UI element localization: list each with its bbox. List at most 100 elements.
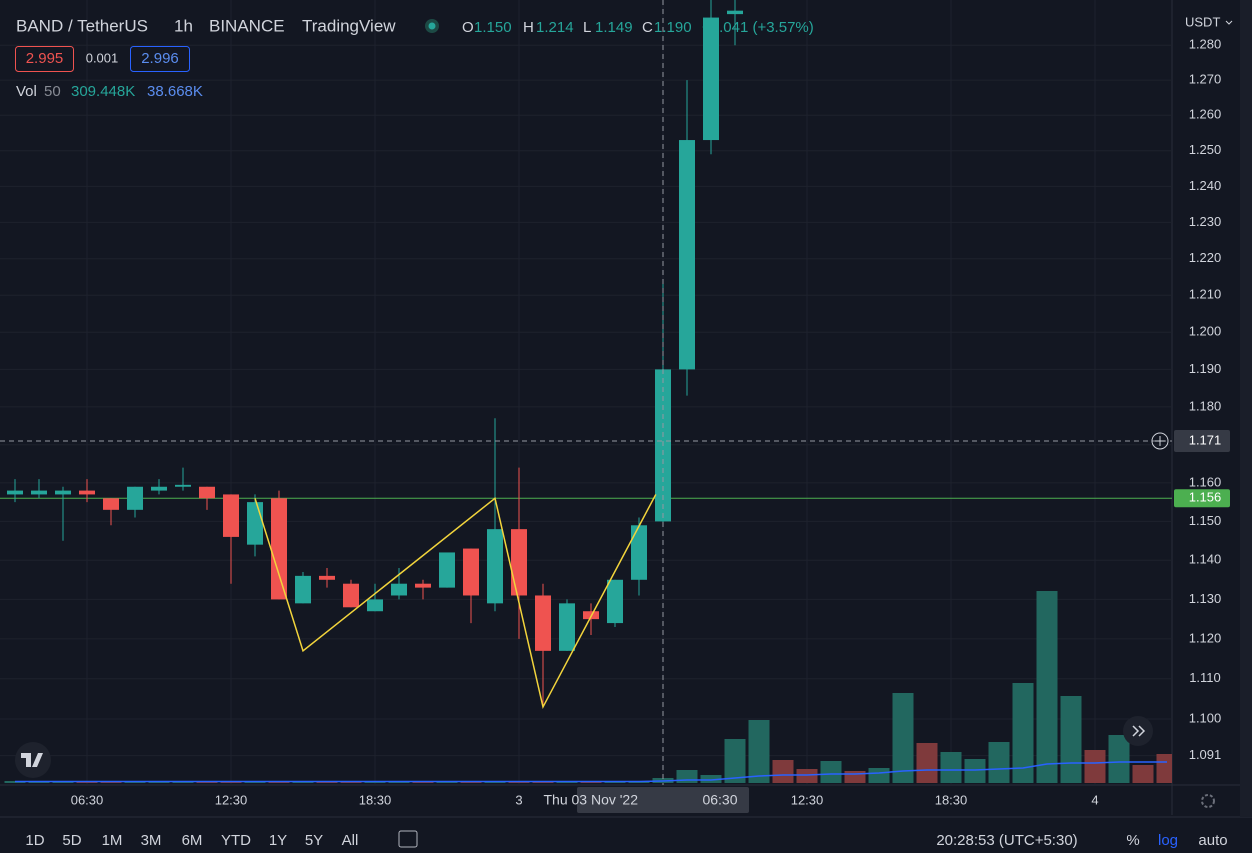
candle-body — [679, 140, 695, 370]
log-toggle[interactable]: log — [1158, 832, 1178, 849]
source: TradingView — [302, 16, 396, 35]
vol-ma: 38.668K — [147, 83, 203, 100]
volume-bar — [100, 782, 122, 783]
volume-bar — [580, 782, 602, 783]
volume-bar — [340, 782, 362, 783]
y-tick-label: 1.091 — [1189, 747, 1222, 762]
range-button[interactable]: 1D — [25, 832, 44, 849]
interval[interactable]: 1h — [174, 16, 193, 35]
candle-body — [415, 583, 431, 588]
y-tick-label: 1.160 — [1189, 474, 1222, 489]
volume-bar — [556, 782, 578, 783]
auto-toggle[interactable]: auto — [1198, 832, 1227, 849]
volume-bar — [76, 782, 98, 783]
volume-bar — [772, 760, 794, 783]
y-tick-label: 1.200 — [1189, 324, 1222, 339]
crosshair-x-label: Thu 03 Nov '22 — [543, 792, 638, 808]
candle-body — [631, 525, 647, 580]
candle-body — [343, 583, 359, 608]
logo — [21, 753, 43, 767]
candle-body — [127, 486, 143, 510]
y-tick-label: 1.190 — [1189, 361, 1222, 376]
percent-toggle[interactable]: % — [1126, 832, 1139, 849]
candle-body — [271, 498, 287, 600]
y-tick-label: 1.220 — [1189, 250, 1222, 265]
ohlc-value: 1.149 — [595, 19, 633, 36]
candle-body — [199, 486, 215, 499]
buy-button[interactable] — [130, 46, 190, 72]
range-button[interactable]: 6M — [182, 832, 203, 849]
volume-bar — [916, 743, 938, 783]
y-tick-label: 1.180 — [1189, 398, 1222, 413]
range-button[interactable]: 3M — [141, 832, 162, 849]
x-tick-label: 06:30 — [71, 792, 104, 807]
crosshair-y-box — [1174, 429, 1230, 452]
x-tick-label: 12:30 — [791, 792, 824, 807]
range-button[interactable]: 1M — [102, 832, 123, 849]
range-button[interactable]: YTD — [221, 832, 251, 849]
ohlc-value: 1.190 — [654, 19, 692, 36]
exchange: BINANCE — [209, 16, 285, 35]
y-tick-label: 1.140 — [1189, 552, 1222, 567]
crosshair-y-label: 1.171 — [1189, 432, 1222, 447]
volume-bar — [820, 761, 842, 783]
y-tick-label: 1.250 — [1189, 142, 1222, 157]
volume-ma-line — [15, 761, 1167, 783]
volume-bar — [892, 693, 914, 783]
range-button[interactable]: All — [342, 832, 359, 849]
volume-bar — [604, 782, 626, 783]
range-button[interactable]: 1Y — [269, 832, 287, 849]
clock[interactable]: 20:28:53 (UTC+5:30) — [936, 832, 1077, 849]
candle-body — [463, 548, 479, 596]
ohlc-key: L — [583, 19, 591, 36]
candle-body — [511, 529, 527, 596]
status-dot — [428, 22, 436, 30]
crosshair-x-box — [577, 787, 749, 813]
side-strip — [1240, 0, 1252, 817]
volume-bar — [388, 782, 410, 783]
ohlc-value: 1.214 — [536, 19, 574, 36]
currency-caret — [1225, 20, 1233, 25]
volume-bar — [748, 720, 770, 783]
volume-bar — [316, 782, 338, 783]
scroll-icon — [1132, 725, 1146, 737]
y-tick-label: 1.110 — [1189, 670, 1221, 685]
candle-body — [79, 490, 95, 495]
candle-body — [607, 579, 623, 624]
y-tick-label: 1.130 — [1189, 591, 1222, 606]
volume-bar — [28, 782, 50, 783]
candle-body — [175, 484, 191, 487]
volume-bar — [148, 782, 170, 783]
volume-bar — [172, 782, 194, 783]
volume-bar — [796, 769, 818, 783]
candle-body — [535, 595, 551, 651]
volume-bar — [460, 782, 482, 783]
volume-bar — [412, 782, 434, 783]
buy-price[interactable]: 2.996 — [141, 50, 179, 67]
symbol[interactable]: BAND / TetherUS — [16, 16, 148, 35]
logo-bg[interactable] — [15, 742, 51, 778]
settings-icon[interactable] — [1201, 794, 1215, 808]
candle-body — [247, 502, 263, 545]
candle-body — [727, 10, 743, 15]
vol-label: Vol — [16, 83, 37, 100]
currency[interactable]: USDT — [1185, 14, 1220, 29]
candle-body — [295, 575, 311, 604]
add-alert-button[interactable] — [1151, 432, 1169, 450]
date-range-icon[interactable] — [398, 830, 418, 848]
candle-body — [103, 498, 119, 510]
y-tick-label: 1.230 — [1189, 214, 1222, 229]
range-button[interactable]: 5D — [62, 832, 81, 849]
price-line-label: 1.156 — [1189, 490, 1222, 505]
vol-length: 50 — [44, 83, 61, 100]
sell-button[interactable] — [15, 46, 74, 72]
candle-body — [319, 575, 335, 580]
range-button[interactable]: 5Y — [305, 832, 323, 849]
candle-body — [367, 599, 383, 612]
volume-bar — [1108, 735, 1130, 783]
sell-price[interactable]: 2.995 — [26, 50, 64, 67]
volume-bar — [964, 759, 986, 783]
volume-bar — [292, 782, 314, 783]
ohlc-value: 1.150 — [474, 19, 512, 36]
spread: 0.001 — [86, 50, 119, 65]
